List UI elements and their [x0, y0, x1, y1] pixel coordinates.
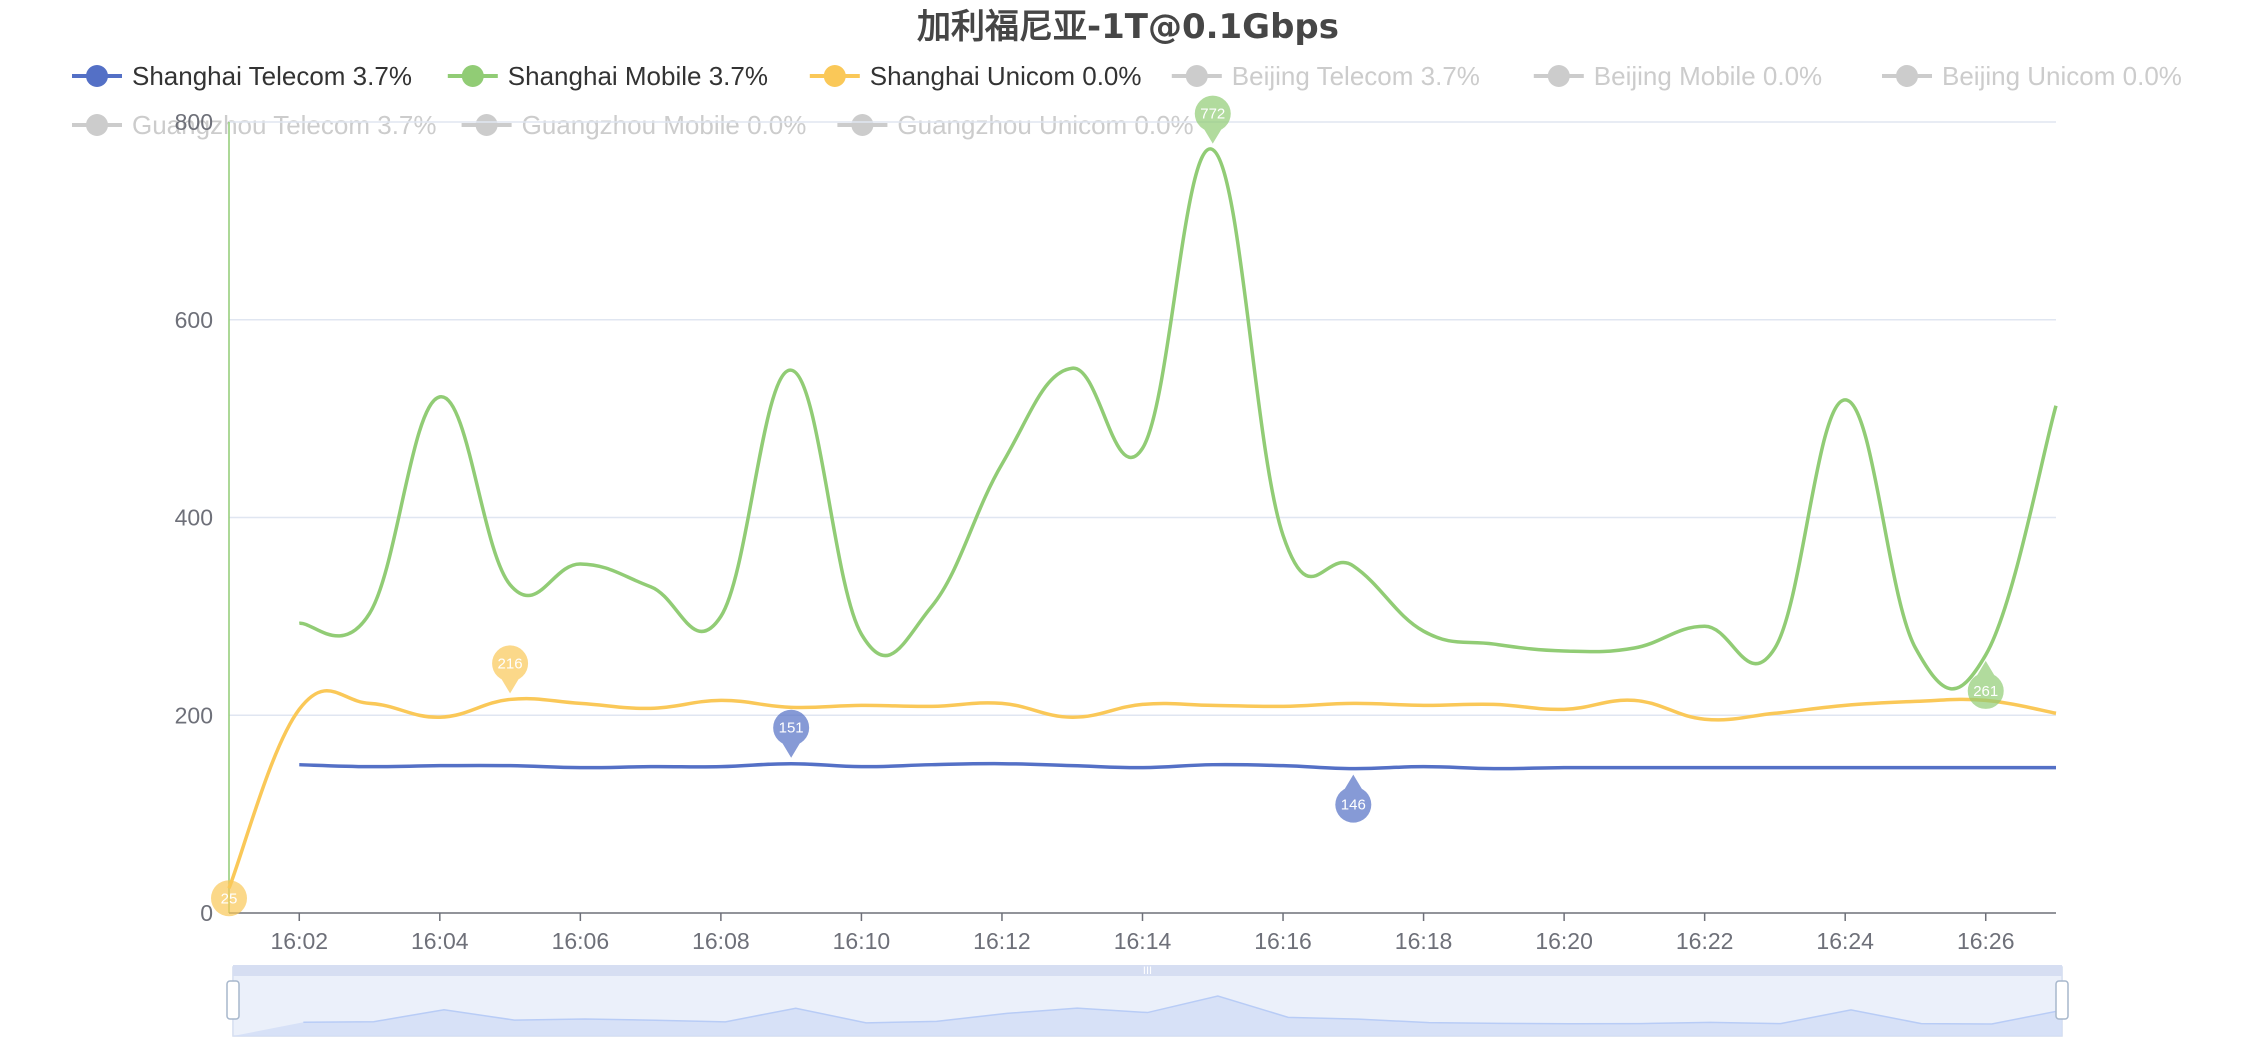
x-axis: 16:02 16:04 16:06 16:08 16:10 16:12 16:14 16:16… [229, 912, 2056, 954]
series-markers: 151 146 772 261 216 25 [211, 95, 2004, 917]
legend-dot-icon [1896, 65, 1918, 87]
legend-item[interactable]: Beijing Unicom 0.0% [1882, 61, 2182, 91]
zoom-handle-right[interactable] [2055, 980, 2069, 1020]
marker-label: 146 [1341, 797, 1366, 814]
x-tick-label: 16:16 [1254, 928, 1312, 954]
zoom-handle-left[interactable] [226, 980, 240, 1020]
x-tick-label: 16:12 [973, 928, 1031, 954]
grid-lines [229, 121, 2056, 716]
marker-label: 216 [498, 655, 523, 672]
x-tick-label: 16:02 [270, 928, 328, 954]
x-tick-label: 16:10 [833, 928, 891, 954]
legend-label: Guangzhou Unicom 0.0% [897, 110, 1193, 140]
marker-pin-head [1967, 672, 2004, 709]
series-line-0 [299, 761, 2056, 771]
marker-pin: 772 [1194, 95, 1231, 144]
legend-dot-icon [823, 65, 846, 87]
legend-dot-icon [86, 65, 108, 87]
legend: Shanghai Telecom 3.7% Shanghai Mobile 3.7… [72, 61, 2182, 140]
legend-label: Guangzhou Telecom 3.7% [132, 110, 437, 140]
y-tick-label: 0 [200, 900, 213, 926]
legend-item[interactable]: Beijing Mobile 0.0% [1533, 61, 1822, 91]
legend-item[interactable]: Shanghai Telecom 3.7% [72, 61, 412, 91]
marker-pin-head [1194, 95, 1231, 132]
series-line-2 [227, 689, 2057, 889]
x-tick-label: 16:22 [1676, 928, 1734, 954]
legend-item[interactable]: Guangzhou Mobile 0.0% [461, 110, 807, 140]
legend-label: Shanghai Mobile 3.7% [508, 61, 768, 91]
legend-label: Guangzhou Mobile 0.0% [522, 110, 807, 140]
marker-label: 772 [1200, 106, 1225, 123]
legend-item[interactable]: Shanghai Mobile 3.7% [447, 61, 768, 91]
marker-pin-head [211, 880, 247, 917]
zoom-grip-label: III [1143, 965, 1152, 977]
legend-label: Shanghai Unicom 0.0% [870, 61, 1142, 91]
legend-label: Shanghai Telecom 3.7% [132, 61, 412, 91]
y-tick-label: 800 [175, 109, 213, 135]
marker-label: 261 [1973, 683, 1998, 700]
marker-pin-head [492, 645, 529, 682]
marker-pin: 146 [1335, 774, 1372, 823]
zoom-selection[interactable] [233, 967, 2062, 1036]
x-tick-label: 16:04 [411, 928, 469, 954]
marker-pin: 25 [211, 880, 247, 917]
x-tick-label: 16:08 [692, 928, 750, 954]
legend-label: Beijing Unicom 0.0% [1942, 61, 2182, 91]
legend-dot-icon [461, 65, 484, 87]
marker-pin: 216 [492, 645, 529, 694]
legend-dot-icon [475, 114, 498, 136]
y-axis: 0 200 400 600 800 [175, 109, 230, 926]
data-zoom-slider[interactable]: III [226, 965, 2069, 1037]
series-lines [227, 147, 2058, 889]
marker-pin: 151 [773, 709, 810, 758]
y-tick-label: 600 [175, 307, 213, 333]
zoom-move-bar[interactable] [233, 965, 2062, 976]
legend-dot-icon [1185, 65, 1208, 87]
legend-dot-icon [86, 114, 108, 136]
marker-label: 151 [779, 720, 804, 737]
legend-item[interactable]: Beijing Telecom 3.7% [1171, 61, 1480, 91]
legend-item[interactable]: Guangzhou Unicom 0.0% [837, 110, 1194, 140]
marker-pin-head [1335, 786, 1372, 823]
legend-dot-icon [851, 114, 874, 136]
x-tick-label: 16:06 [552, 928, 610, 954]
chart-title: 加利福尼亚-1T@0.1Gbps [917, 7, 1339, 47]
x-tick-label: 16:20 [1535, 928, 1593, 954]
legend-label: Beijing Mobile 0.0% [1594, 61, 1822, 91]
x-tick-label: 16:18 [1395, 928, 1453, 954]
x-tick-label: 16:14 [1114, 928, 1172, 954]
legend-item[interactable]: Shanghai Unicom 0.0% [809, 61, 1142, 91]
x-tick-label: 16:26 [1957, 928, 2015, 954]
marker-pin-head [773, 709, 810, 746]
legend-label: Beijing Telecom 3.7% [1232, 61, 1480, 91]
marker-label: 25 [221, 890, 238, 907]
marker-pin: 261 [1967, 660, 2004, 709]
legend-dot-icon [1547, 65, 1570, 87]
legend-item[interactable]: Guangzhou Telecom 3.7% [72, 110, 437, 140]
series-line-1 [299, 147, 2058, 691]
y-tick-label: 400 [175, 505, 213, 531]
x-tick-label: 16:24 [1816, 928, 1874, 954]
y-tick-label: 200 [175, 702, 213, 728]
